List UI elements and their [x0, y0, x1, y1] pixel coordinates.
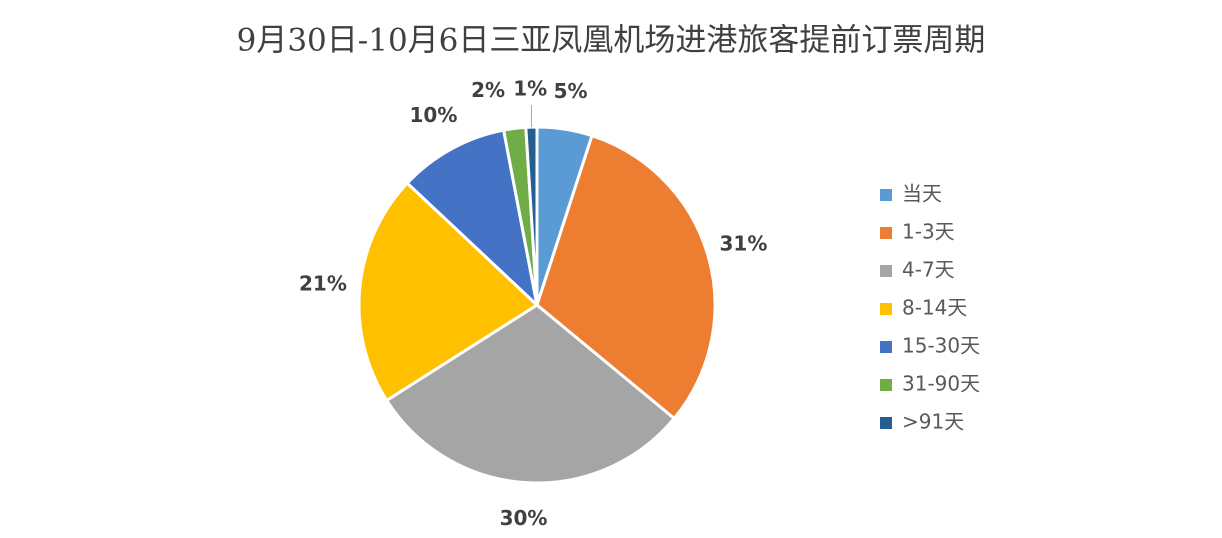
legend-swatch	[880, 265, 892, 277]
legend-label: 31-90天	[902, 372, 980, 396]
legend-swatch	[880, 189, 892, 201]
data-label: 2%	[471, 78, 505, 102]
pie-slice	[357, 181, 540, 403]
legend-label: 1-3天	[902, 220, 955, 244]
legend-label: 当天	[902, 182, 942, 206]
pie-slice	[405, 128, 540, 310]
data-label: 21%	[299, 271, 347, 295]
legend-label: 4-7天	[902, 258, 955, 282]
legend-swatch	[880, 417, 892, 429]
legend-swatch	[880, 227, 892, 239]
legend-label: 8-14天	[902, 296, 967, 320]
legend-label: 15-30天	[902, 334, 980, 358]
data-label: 30%	[500, 506, 548, 530]
legend-swatch	[880, 341, 892, 353]
data-label: 10%	[409, 103, 457, 127]
pie-slice	[535, 133, 717, 421]
data-label: 5%	[554, 79, 588, 103]
legend-swatch	[880, 303, 892, 315]
data-label: 1%	[513, 77, 547, 101]
legend-swatch	[880, 379, 892, 391]
chart-title: 9月30日-10月6日三亚凤凰机场进港旅客提前订票周期	[237, 23, 986, 59]
pie-slice	[384, 303, 677, 485]
data-label: 31%	[720, 232, 768, 256]
legend-label: >91天	[902, 410, 964, 434]
